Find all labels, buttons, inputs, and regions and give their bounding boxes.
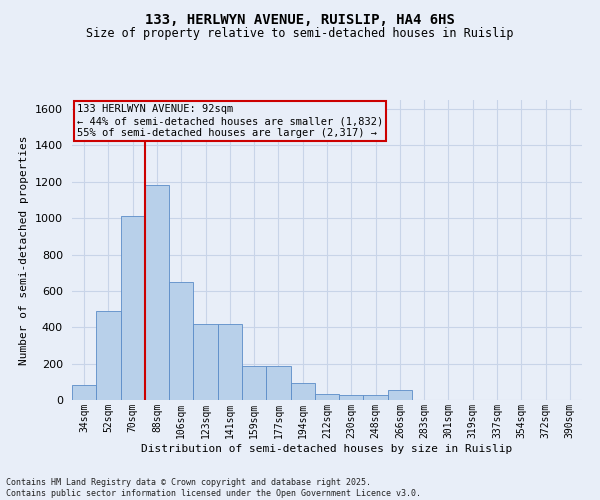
Bar	[218, 324, 242, 400]
Text: 133 HERLWYN AVENUE: 92sqm
← 44% of semi-detached houses are smaller (1,832)
55% : 133 HERLWYN AVENUE: 92sqm ← 44% of semi-…	[77, 104, 383, 138]
Bar	[364, 394, 388, 400]
Text: Size of property relative to semi-detached houses in Ruislip: Size of property relative to semi-detach…	[86, 28, 514, 40]
Text: 133, HERLWYN AVENUE, RUISLIP, HA4 6HS: 133, HERLWYN AVENUE, RUISLIP, HA4 6HS	[145, 12, 455, 26]
Text: Contains HM Land Registry data © Crown copyright and database right 2025.
Contai: Contains HM Land Registry data © Crown c…	[6, 478, 421, 498]
Bar	[121, 216, 145, 400]
Bar	[169, 282, 193, 400]
Y-axis label: Number of semi-detached properties: Number of semi-detached properties	[19, 135, 29, 365]
Bar	[388, 390, 412, 400]
Bar	[290, 382, 315, 400]
Bar	[266, 366, 290, 400]
Bar	[145, 184, 169, 400]
Bar	[96, 311, 121, 400]
Bar	[339, 394, 364, 400]
Bar	[193, 324, 218, 400]
Bar	[242, 366, 266, 400]
Bar	[72, 384, 96, 400]
Bar	[315, 394, 339, 400]
X-axis label: Distribution of semi-detached houses by size in Ruislip: Distribution of semi-detached houses by …	[142, 444, 512, 454]
